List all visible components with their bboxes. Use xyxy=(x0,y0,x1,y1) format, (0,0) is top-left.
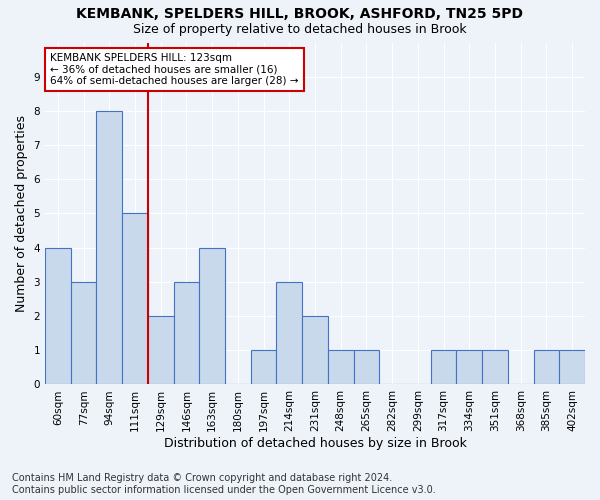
Bar xyxy=(533,350,559,384)
Text: KEMBANK SPELDERS HILL: 123sqm
← 36% of detached houses are smaller (16)
64% of s: KEMBANK SPELDERS HILL: 123sqm ← 36% of d… xyxy=(50,53,299,86)
Bar xyxy=(71,282,97,384)
Bar xyxy=(97,111,122,384)
Bar xyxy=(173,282,199,384)
Bar xyxy=(199,248,225,384)
Bar xyxy=(45,248,71,384)
Bar xyxy=(431,350,457,384)
Bar xyxy=(559,350,585,384)
Text: Size of property relative to detached houses in Brook: Size of property relative to detached ho… xyxy=(133,22,467,36)
Bar xyxy=(328,350,353,384)
Bar xyxy=(277,282,302,384)
Bar xyxy=(251,350,277,384)
X-axis label: Distribution of detached houses by size in Brook: Distribution of detached houses by size … xyxy=(164,437,466,450)
Bar xyxy=(302,316,328,384)
Bar xyxy=(457,350,482,384)
Bar xyxy=(482,350,508,384)
Bar xyxy=(122,214,148,384)
Bar xyxy=(148,316,173,384)
Y-axis label: Number of detached properties: Number of detached properties xyxy=(15,115,28,312)
Text: KEMBANK, SPELDERS HILL, BROOK, ASHFORD, TN25 5PD: KEMBANK, SPELDERS HILL, BROOK, ASHFORD, … xyxy=(77,8,523,22)
Text: Contains HM Land Registry data © Crown copyright and database right 2024.
Contai: Contains HM Land Registry data © Crown c… xyxy=(12,474,436,495)
Bar xyxy=(353,350,379,384)
